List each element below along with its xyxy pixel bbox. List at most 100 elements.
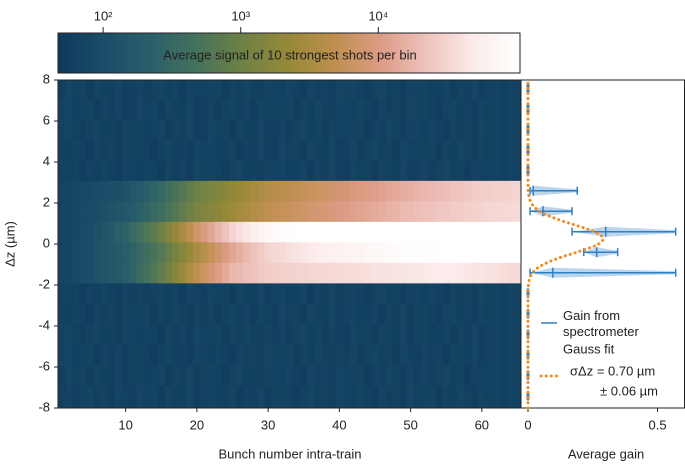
heatmap-cell (257, 303, 265, 325)
heatmap-cell (186, 221, 194, 243)
heatmap-cell (86, 221, 95, 243)
heatmap-cell (492, 118, 501, 140)
heatmap-cell (193, 303, 201, 325)
heatmap-cell (456, 364, 465, 386)
heatmap-cell (171, 344, 180, 366)
heatmap-cell (378, 385, 387, 409)
heatmap-cell (157, 303, 166, 325)
heatmap-cell (193, 262, 201, 284)
heatmap-cell (414, 221, 422, 243)
heatmap-cell (193, 221, 201, 243)
heatmap-cell (342, 303, 351, 325)
heatmap-cell (228, 159, 237, 181)
heatmap-cell (214, 385, 223, 409)
heatmap-cell (321, 323, 330, 345)
heatmap-cell (378, 241, 387, 263)
heatmap-cell (293, 282, 301, 304)
heatmap-cell (79, 200, 87, 222)
heatmap-cell (93, 262, 102, 284)
heatmap-cell (171, 98, 180, 120)
heatmap-cell (136, 364, 144, 386)
heatmap-cell (471, 139, 479, 161)
heatmap-cell (385, 262, 394, 284)
heatmap-cell (328, 364, 337, 386)
heatmap-cell (186, 139, 194, 161)
heatmap-cell (364, 344, 372, 366)
heatmap-cell (442, 180, 451, 202)
heatmap-cell (72, 200, 80, 222)
heatmap-cell (300, 180, 308, 202)
heatmap-cell (342, 180, 351, 202)
heatmap-cell (236, 180, 244, 202)
heatmap-cell (228, 282, 237, 304)
heatmap-cell (378, 323, 387, 345)
heatmap-cell (214, 303, 223, 325)
heatmap-cell (285, 200, 294, 222)
heatmap-cell (179, 282, 187, 304)
heatmap-cell (214, 323, 223, 345)
heatmap-cell (328, 200, 337, 222)
heatmap-cell (143, 159, 151, 181)
heatmap-cell (357, 282, 365, 304)
heatmap-cell (464, 180, 472, 202)
heatmap-cell (428, 118, 436, 140)
heatmap-cell (506, 323, 515, 345)
heatmap-cell (392, 262, 401, 284)
heatmap-cell (79, 364, 87, 386)
heatmap-cell (342, 364, 351, 386)
heatmap-cell (442, 385, 451, 409)
heatmap-cell (136, 200, 144, 222)
heatmap-cell (385, 364, 394, 386)
heatmap-cell (271, 385, 280, 409)
heatmap-cell (200, 159, 208, 181)
heatmap-cell (150, 98, 159, 120)
heatmap-cell (471, 344, 479, 366)
heatmap-cell (357, 241, 365, 263)
heatmap-cell (58, 200, 66, 222)
heatmap-cell (86, 200, 95, 222)
heatmap-cell (214, 262, 223, 284)
heatmap-cell (464, 303, 472, 325)
heatmap-cell (371, 385, 379, 409)
heatmap-cell (171, 200, 180, 222)
heatmap-cell (328, 344, 337, 366)
heatmap-cell (478, 364, 486, 386)
heatmap-cell (513, 344, 522, 366)
heatmap-cell (314, 159, 322, 181)
heatmap-cell (79, 323, 87, 345)
heatmap-cell (164, 364, 173, 386)
heatmap-cell (107, 118, 116, 140)
heatmap-cell (143, 303, 151, 325)
y-tick-label: 8 (43, 71, 50, 86)
heatmap-cell (171, 262, 180, 284)
heatmap-cell (371, 303, 379, 325)
heatmap-cell (314, 221, 322, 243)
heatmap-cell (428, 221, 436, 243)
heatmap-cell (293, 80, 301, 99)
heatmap-cell (435, 200, 444, 222)
heatmap-cell (264, 323, 273, 345)
heatmap-cell (371, 364, 379, 386)
heatmap-cell (435, 80, 444, 99)
heatmap-cell (171, 139, 180, 161)
heatmap-cell (385, 98, 394, 120)
heatmap-cell (257, 241, 265, 263)
heatmap-cell (150, 139, 159, 161)
heatmap-cell (392, 241, 401, 263)
heatmap-cell (136, 262, 144, 284)
heatmap-cell (307, 282, 315, 304)
x-tick-label: 0.5 (649, 417, 667, 432)
heatmap-cell (193, 180, 201, 202)
heatmap-cell (350, 344, 358, 366)
heatmap-cell (150, 303, 159, 325)
heatmap-cell (442, 80, 451, 99)
heatmap-cell (314, 180, 322, 202)
heatmap-cell (179, 139, 187, 161)
heatmap-cell (357, 159, 365, 181)
heatmap-cell (421, 118, 429, 140)
heatmap-cell (335, 344, 344, 366)
heatmap-cell (335, 221, 344, 243)
heatmap-cell (464, 262, 472, 284)
heatmap-cell (278, 282, 287, 304)
heatmap-cell (236, 118, 244, 140)
